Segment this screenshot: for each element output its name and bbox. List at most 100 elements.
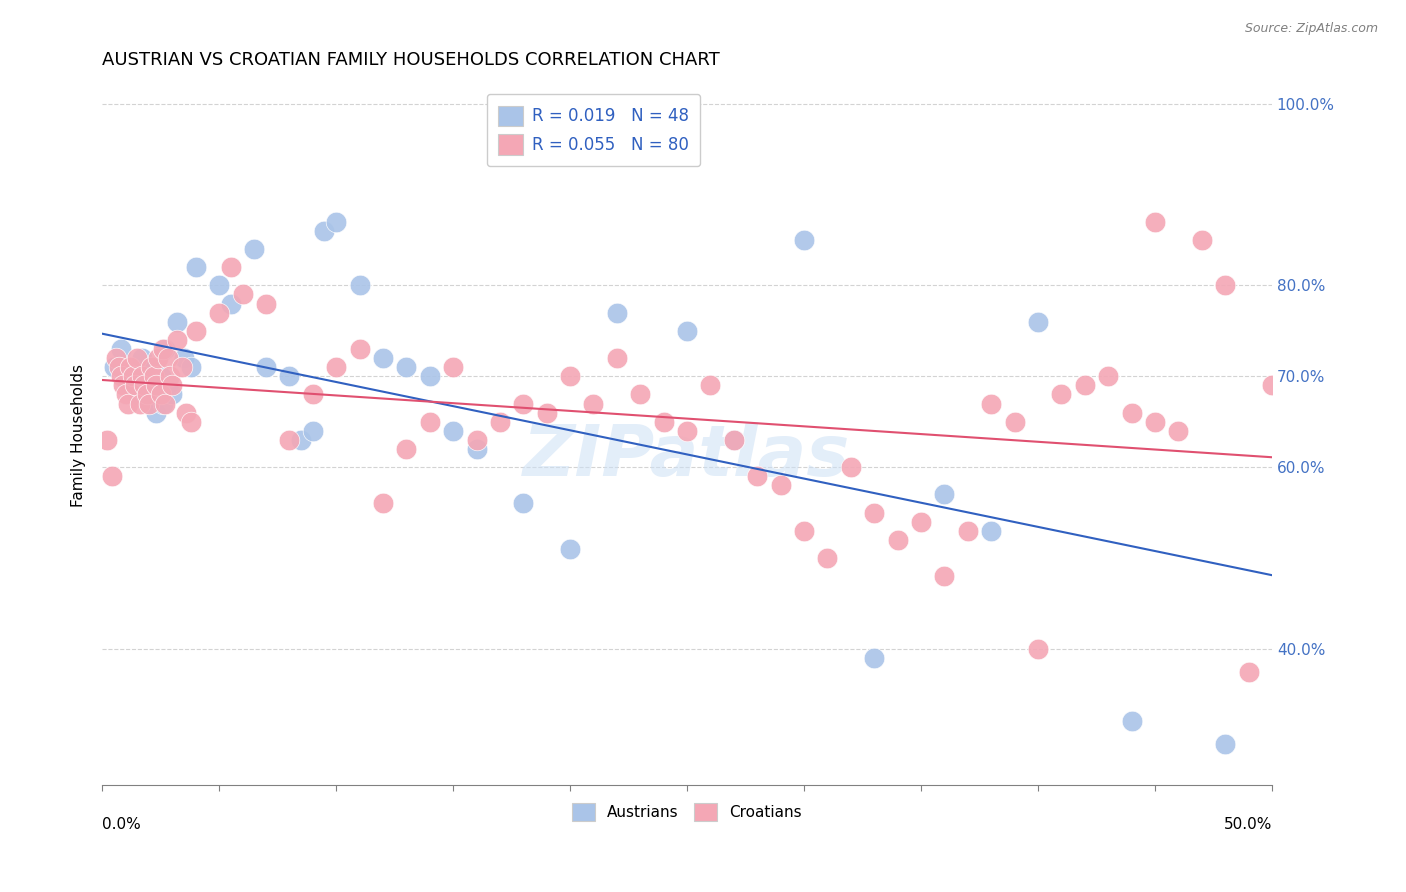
Point [934,569,956,583]
Point [100,469,122,483]
Point [558,369,581,384]
Point [1026,641,1049,656]
Point [699,378,721,392]
Point [839,460,862,475]
Point [1213,278,1236,293]
Point [117,396,139,410]
Point [747,469,769,483]
Point [558,541,581,556]
Point [114,387,136,401]
Point [131,351,153,365]
Point [815,551,838,566]
Point [512,496,534,510]
Point [1074,378,1097,392]
Point [769,478,792,492]
Text: AUSTRIAN VS CROATIAN FAMILY HOUSEHOLDS CORRELATION CHART: AUSTRIAN VS CROATIAN FAMILY HOUSEHOLDS C… [103,51,720,69]
Point [110,369,132,384]
Point [138,396,160,410]
Point [135,378,157,392]
Point [980,524,1002,538]
Point [371,351,394,365]
Point [349,278,371,293]
Point [162,378,184,392]
Point [863,651,886,665]
Point [232,287,254,301]
Point [219,296,242,310]
Point [135,387,157,401]
Point [956,524,979,538]
Legend: Austrians, Croatians: Austrians, Croatians [560,790,814,833]
Point [1167,424,1189,438]
Point [1026,315,1049,329]
Text: 50.0%: 50.0% [1223,817,1272,832]
Point [152,342,174,356]
Point [105,351,128,365]
Point [254,296,277,310]
Point [676,324,699,338]
Point [441,424,464,438]
Point [652,415,675,429]
Point [606,306,628,320]
Point [162,387,184,401]
Point [254,360,277,375]
Point [582,396,605,410]
Point [512,396,534,410]
Point [628,387,651,401]
Point [301,424,323,438]
Point [465,433,488,447]
Point [863,506,886,520]
Point [290,433,312,447]
Point [395,442,418,456]
Point [96,433,118,447]
Point [142,369,165,384]
Point [208,278,231,293]
Point [120,378,142,392]
Point [278,433,301,447]
Point [314,224,336,238]
Point [1191,233,1213,247]
Point [180,360,202,375]
Point [278,369,301,384]
Point [1097,369,1119,384]
Point [349,342,371,356]
Point [180,415,202,429]
Point [127,387,149,401]
Point [243,242,266,256]
Point [141,360,163,375]
Point [219,260,242,275]
Point [325,215,347,229]
Point [1237,665,1260,679]
Point [441,360,464,375]
Point [145,406,167,420]
Text: 0.0%: 0.0% [103,817,141,832]
Point [121,369,143,384]
Point [184,324,207,338]
Point [793,524,815,538]
Point [138,396,160,410]
Point [793,233,815,247]
Point [166,333,188,347]
Point [301,387,323,401]
Point [723,433,745,447]
Point [128,396,150,410]
Y-axis label: Family Households: Family Households [72,364,86,507]
Point [107,360,129,375]
Point [148,351,170,365]
Point [166,315,188,329]
Point [419,415,441,429]
Point [152,396,174,410]
Point [149,387,172,401]
Point [173,351,195,365]
Point [170,360,193,375]
Point [1050,387,1073,401]
Point [371,496,394,510]
Point [1121,714,1143,729]
Point [103,360,125,375]
Point [127,351,149,365]
Point [120,360,142,375]
Point [980,396,1002,410]
Point [142,387,165,401]
Point [1261,378,1284,392]
Point [176,406,198,420]
Point [112,378,135,392]
